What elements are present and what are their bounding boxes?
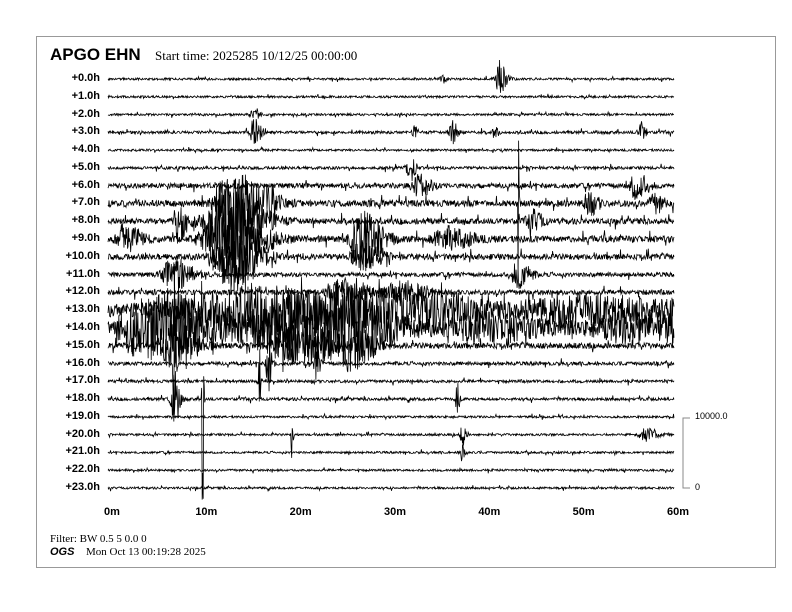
plot-timestamp: Mon Oct 13 00:19:28 2025 bbox=[86, 546, 206, 558]
org-logo: OGS bbox=[50, 546, 75, 558]
trace-row-20 bbox=[107, 427, 675, 458]
row-label: +13.0h bbox=[65, 303, 100, 316]
row-label: +16.0h bbox=[65, 356, 100, 369]
scale-max-label: 10000.0 bbox=[695, 411, 728, 421]
row-label: +15.0h bbox=[65, 338, 100, 351]
row-label: +21.0h bbox=[65, 445, 100, 458]
trace-row-8 bbox=[107, 180, 675, 264]
trace-row-11 bbox=[107, 255, 675, 293]
scale-bar bbox=[682, 417, 690, 489]
plot-frame bbox=[36, 36, 776, 568]
row-label: +19.0h bbox=[65, 409, 100, 422]
row-label: +6.0h bbox=[71, 178, 100, 191]
trace-row-9 bbox=[107, 188, 675, 284]
row-label: +2.0h bbox=[71, 107, 100, 120]
row-label: +23.0h bbox=[65, 481, 100, 493]
row-label: +10.0h bbox=[65, 249, 100, 262]
start-time: Start time: 2025285 10/12/25 00:00:00 bbox=[155, 48, 358, 63]
trace-row-14 bbox=[107, 283, 675, 373]
trace-row-3 bbox=[107, 118, 675, 145]
trace-row-18 bbox=[107, 371, 675, 500]
trace-row-0 bbox=[107, 60, 675, 93]
x-tick-label: 0m bbox=[104, 506, 120, 518]
row-label: +7.0h bbox=[71, 196, 100, 209]
trace-row-17 bbox=[107, 349, 675, 402]
x-tick-label: 30m bbox=[383, 506, 407, 518]
scale-min-label: 0 bbox=[695, 482, 701, 492]
trace-row-22 bbox=[107, 466, 675, 474]
row-label: +12.0h bbox=[65, 285, 100, 298]
x-tick-label: 50m bbox=[572, 506, 595, 518]
row-label: +22.0h bbox=[65, 463, 100, 476]
row-label: +11.0h bbox=[66, 267, 100, 280]
x-tick-label: 10m bbox=[195, 506, 218, 518]
row-label: +1.0h bbox=[71, 89, 100, 102]
row-label: +3.0h bbox=[71, 125, 100, 138]
row-label: +4.0h bbox=[71, 143, 100, 156]
row-label: +5.0h bbox=[71, 160, 100, 173]
row-label: +18.0h bbox=[65, 392, 100, 405]
x-tick-label: 40m bbox=[478, 506, 501, 518]
trace-row-19 bbox=[107, 412, 675, 421]
trace-row-16 bbox=[107, 264, 675, 422]
trace-row-4 bbox=[107, 145, 675, 154]
row-label: +9.0h bbox=[71, 232, 100, 245]
row-label: +8.0h bbox=[71, 214, 100, 227]
trace-row-2 bbox=[107, 108, 675, 119]
x-tick-label: 60m bbox=[666, 506, 690, 518]
trace-row-5 bbox=[107, 159, 675, 181]
row-label: +0.0h bbox=[71, 72, 100, 84]
trace-row-23 bbox=[107, 484, 675, 493]
trace-row-21 bbox=[107, 444, 675, 462]
row-label: +14.0h bbox=[65, 320, 100, 333]
filter-info: Filter: BW 0.5 5 0.0 0 bbox=[50, 533, 147, 545]
x-tick-label: 20m bbox=[289, 506, 312, 518]
trace-row-10 bbox=[107, 227, 675, 295]
trace-row-7 bbox=[107, 140, 675, 281]
trace-row-15 bbox=[107, 324, 675, 368]
row-label: +17.0h bbox=[65, 374, 100, 387]
trace-row-12 bbox=[107, 276, 675, 305]
station-title: APGO EHN bbox=[50, 45, 141, 64]
trace-row-6 bbox=[107, 173, 675, 200]
trace-row-1 bbox=[107, 93, 675, 100]
row-label: +20.0h bbox=[65, 427, 100, 440]
